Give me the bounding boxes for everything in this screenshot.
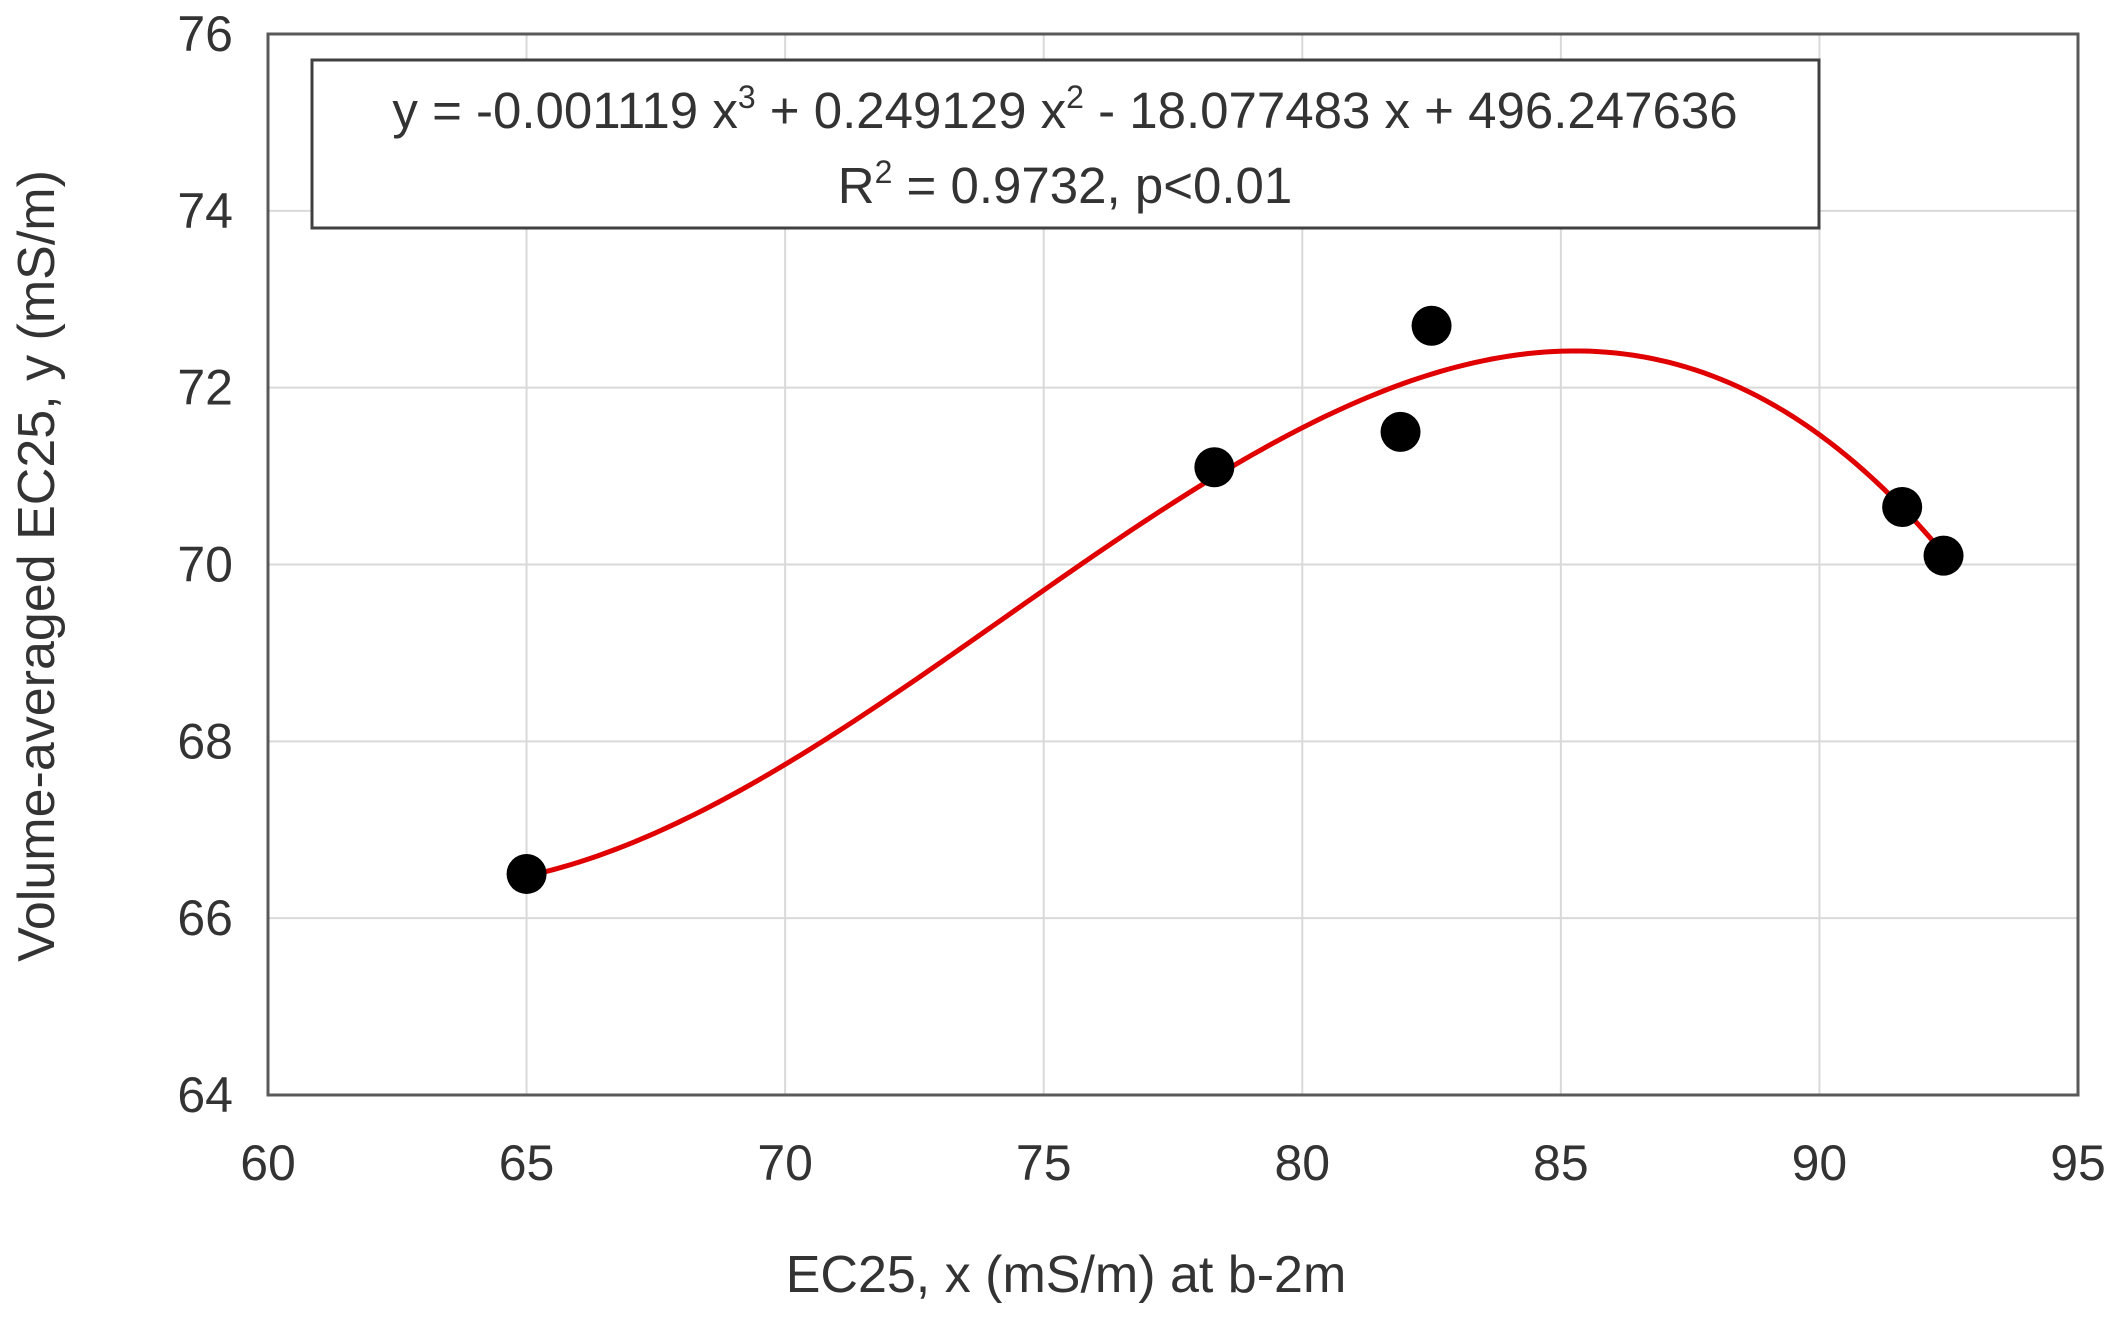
x-tick-label: 75: [1016, 1135, 1072, 1191]
data-point: [506, 853, 547, 894]
x-tick-label: 80: [1274, 1135, 1330, 1191]
x-axis-tick-labels: 60 65 70 75 80 85 90 95: [240, 1135, 2106, 1191]
y-tick-label: 72: [177, 360, 233, 416]
regression-equation: y = -0.001119 x3 + 0.249129 x2 - 18.0774…: [392, 79, 1737, 139]
equation-box: y = -0.001119 x3 + 0.249129 x2 - 18.0774…: [310, 58, 1821, 230]
y-tick-label: 74: [177, 183, 233, 239]
x-axis-title: EC25, x (mS/m) at b-2m: [786, 1246, 1347, 1304]
data-point: [1923, 535, 1964, 576]
data-point: [1411, 305, 1452, 346]
r-squared-label: R2 = 0.9732, p<0.01: [838, 154, 1293, 214]
equation-box-frame: [310, 58, 1821, 230]
x-tick-label: 95: [2050, 1135, 2106, 1191]
x-tick-label: 60: [240, 1135, 296, 1191]
x-tick-label: 85: [1533, 1135, 1589, 1191]
fit-curve: [524, 348, 1947, 879]
x-tick-label: 90: [1792, 1135, 1848, 1191]
y-tick-label: 66: [177, 890, 233, 946]
data-point: [1380, 411, 1421, 452]
y-tick-label: 68: [177, 713, 233, 769]
plot-area-frame: [266, 32, 2080, 1097]
y-axis-title: Volume-averaged EC25, y (mS/m): [8, 170, 66, 962]
y-tick-label: 70: [177, 537, 233, 593]
data-point: [1194, 447, 1235, 488]
y-tick-label: 76: [177, 6, 233, 62]
x-tick-label: 65: [499, 1135, 555, 1191]
data-points: [506, 305, 1964, 894]
y-axis-tick-labels: 64 66 68 70 72 74 76: [177, 6, 233, 1123]
data-point: [1882, 487, 1923, 528]
y-tick-label: 64: [177, 1067, 233, 1123]
x-tick-label: 70: [757, 1135, 813, 1191]
